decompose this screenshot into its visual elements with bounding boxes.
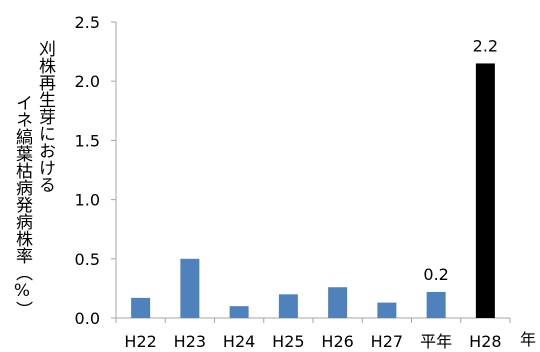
- bar-H25: [278, 294, 298, 318]
- y-tick-label: 2.0: [75, 72, 100, 91]
- bar-平年: [426, 291, 446, 318]
- x-axis-label: 年: [520, 330, 536, 349]
- y-tick-label: 0.0: [75, 309, 100, 328]
- bar-H27: [377, 302, 397, 318]
- y-tick-label: 0.5: [75, 250, 100, 269]
- x-category-label: H26: [321, 332, 353, 351]
- x-category-label: H27: [371, 332, 403, 351]
- x-category-label: 平年: [420, 332, 452, 351]
- y-axis-label-line-1: 刈株再生芽における: [35, 40, 55, 193]
- x-category-label: H23: [174, 332, 206, 351]
- x-category-label: H22: [124, 332, 156, 351]
- y-tick-label: 1.5: [75, 131, 100, 150]
- data-label: 0.2: [423, 265, 448, 284]
- bar-H28: [475, 63, 495, 318]
- y-tick-label: 1.0: [75, 191, 100, 210]
- bar-H22: [131, 297, 151, 318]
- x-category-label: H25: [272, 332, 304, 351]
- x-category-label: H28: [469, 332, 501, 351]
- data-label: 2.2: [473, 36, 498, 55]
- y-tick-label: 2.5: [75, 13, 100, 32]
- y-axis-label-line-2: イネ縞葉枯病発病株率（%）: [12, 94, 32, 318]
- bar-H23: [180, 258, 200, 318]
- bar-H24: [229, 306, 249, 318]
- x-category-label: H24: [223, 332, 255, 351]
- bar-H26: [328, 287, 348, 318]
